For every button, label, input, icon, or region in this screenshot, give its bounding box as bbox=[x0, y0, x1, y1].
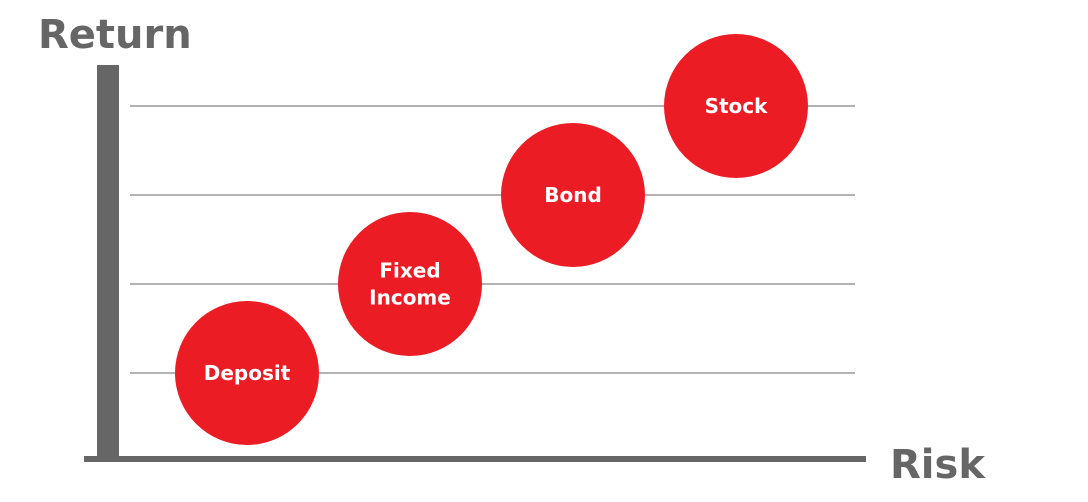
bubble-stock-label: Stock bbox=[705, 94, 769, 118]
bubble-deposit-circle bbox=[175, 301, 319, 445]
bubble-fixed-income-label: Fixed bbox=[379, 259, 440, 283]
y-axis-bar bbox=[97, 65, 119, 462]
bubble-deposit: Deposit bbox=[175, 301, 319, 445]
bubble-bond-circle bbox=[501, 123, 645, 267]
x-axis-bar bbox=[84, 456, 866, 462]
bubble-bond-label: Bond bbox=[544, 183, 602, 207]
bubble-fixed-income-label: Income bbox=[369, 286, 451, 310]
bubble-fixed-income-circle bbox=[338, 212, 482, 356]
bubble-stock-circle bbox=[664, 34, 808, 178]
bubble-fixed-income: Fixed Income bbox=[338, 212, 482, 356]
bubble-stock: Stock bbox=[664, 34, 808, 178]
x-axis-title: Risk bbox=[890, 442, 986, 488]
bubbles: Deposit Fixed Income Bond Stock bbox=[175, 34, 808, 445]
bubble-deposit-label: Deposit bbox=[204, 361, 291, 385]
y-axis-title: Return bbox=[38, 12, 192, 58]
bubble-bond: Bond bbox=[501, 123, 645, 267]
